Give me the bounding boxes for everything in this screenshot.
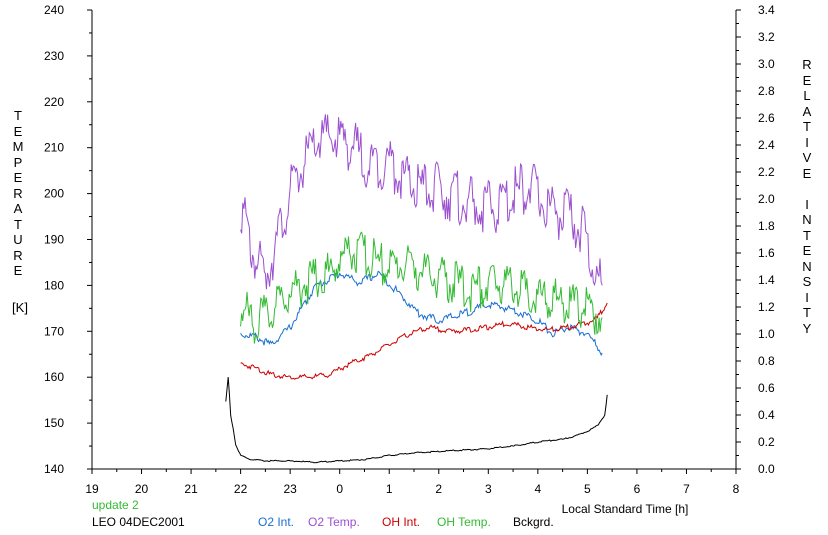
right-tick-label: 2.4 (758, 138, 775, 152)
series-line-o2-int (240, 270, 603, 357)
right-tick-label: 2.8 (758, 84, 775, 98)
x-tick-label: 19 (85, 482, 99, 496)
axis-label-char: E (13, 263, 23, 278)
right-tick-label: 1.8 (758, 219, 775, 233)
axis-label-char: E (802, 243, 812, 258)
left-tick-label: 140 (44, 462, 64, 476)
legend-bckgrd: Bckgrd. (513, 515, 554, 529)
axis-label-char: T (803, 305, 811, 320)
legend-oh-temp: OH Temp. (437, 515, 491, 529)
x-tick-label: 23 (283, 482, 297, 496)
series-line-o2-temp (240, 114, 603, 290)
left-tick-label: 210 (44, 141, 64, 155)
series-line-oh-temp (240, 231, 603, 344)
right-tick-label: 0.2 (758, 435, 775, 449)
series-line-bckgrd (225, 377, 608, 464)
axis-label-char (799, 181, 815, 197)
x-tick-label: 21 (184, 482, 198, 496)
left-axis-unit: [K] (12, 300, 28, 315)
axis-label-char: T (803, 227, 811, 243)
axis-label-char: M (12, 139, 24, 154)
axis-label-char: A (802, 103, 812, 119)
x-tick-label: 3 (485, 482, 492, 496)
x-tick-label: 4 (535, 482, 542, 496)
legend-oh-int: OH Int. (382, 515, 421, 529)
left-tick-label: 160 (44, 370, 64, 384)
axis-label-char: R (13, 185, 23, 201)
right-tick-label: 3.4 (758, 3, 775, 17)
axis-label-char: T (14, 108, 22, 123)
axis-label-char: U (13, 232, 23, 247)
axis-label-char: Y (802, 320, 812, 336)
right-tick-label: 0.8 (758, 354, 775, 368)
x-tick-label: 5 (584, 482, 591, 496)
right-tick-label: 3.0 (758, 57, 775, 71)
axis-label-char: I (805, 196, 809, 212)
x-tick-label: 20 (135, 482, 149, 496)
right-tick-label: 1.0 (758, 327, 775, 341)
x-tick-label: 8 (733, 482, 740, 496)
left-tick-label: 230 (44, 49, 64, 63)
station-date-label: LEO 04DEC2001 (92, 515, 185, 529)
axis-label-char: I (805, 289, 809, 305)
left-tick-label: 220 (44, 95, 64, 109)
right-tick-label: 0.0 (758, 462, 775, 476)
axis-label-char: P (13, 154, 23, 170)
axis-label-char: L (803, 88, 811, 103)
x-tick-label: 22 (234, 482, 248, 496)
update-label: update 2 (92, 498, 139, 512)
axis-label-char: V (802, 150, 812, 165)
left-tick-label: 240 (44, 3, 64, 17)
left-tick-label: 200 (44, 187, 64, 201)
axis-label-char: N (802, 212, 812, 227)
axis-label-char: E (13, 123, 23, 139)
right-tick-label: 1.4 (758, 273, 775, 287)
right-tick-label: 3.2 (758, 30, 775, 44)
axis-label-char: R (802, 57, 812, 72)
axis-label-char: E (802, 72, 812, 88)
x-tick-label: 1 (386, 482, 393, 496)
axis-label-char: A (13, 201, 23, 216)
right-tick-label: 2.6 (758, 111, 775, 125)
right-tick-label: 1.2 (758, 300, 775, 314)
legend-o2-int: O2 Int. (258, 515, 295, 529)
right-tick-label: 0.4 (758, 408, 775, 422)
axis-label-char: E (802, 165, 812, 181)
left-tick-label: 180 (44, 278, 64, 292)
right-tick-label: 2.0 (758, 192, 775, 206)
x-tick-label: 0 (336, 482, 343, 496)
axis-label-char: T (803, 119, 811, 134)
axis-label-char: T (14, 216, 22, 232)
x-tick-label: 2 (435, 482, 442, 496)
right-tick-label: 0.6 (758, 381, 775, 395)
right-tick-label: 1.6 (758, 246, 775, 260)
x-tick-label: 7 (683, 482, 690, 496)
x-axis-title: Local Standard Time [h] (562, 502, 689, 516)
axis-label-char: E (13, 170, 23, 185)
left-tick-label: 150 (44, 416, 64, 430)
left-tick-label: 190 (44, 233, 64, 247)
axis-label-char: R (13, 247, 23, 263)
right-tick-label: 2.2 (758, 165, 775, 179)
x-tick-label: 6 (634, 482, 641, 496)
legend-o2-temp: O2 Temp. (308, 515, 360, 529)
left-tick-label: 170 (44, 324, 64, 338)
axis-label-char: S (802, 274, 812, 289)
axis-label-char: I (805, 134, 809, 150)
axis-label-char: N (802, 258, 812, 274)
series-line-oh-int (240, 302, 608, 380)
